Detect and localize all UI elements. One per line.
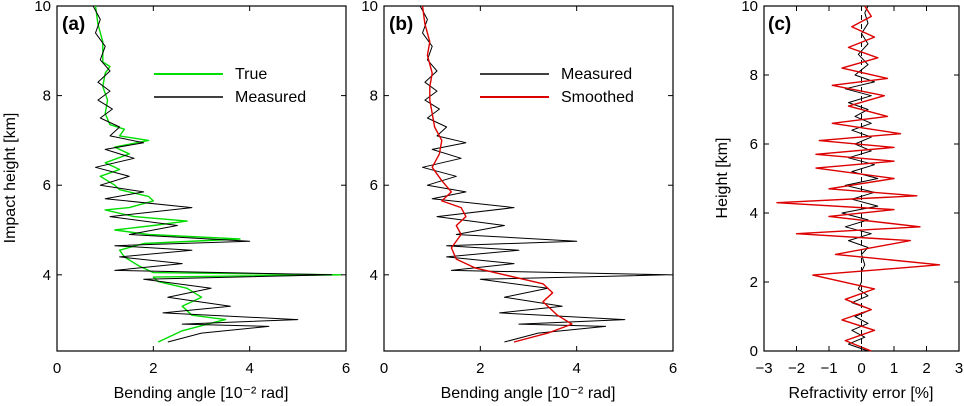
y-tick-label: 0 [750,343,758,360]
series-line-true [94,5,342,343]
x-tick-label: 4 [572,360,580,377]
legend-label-true: True [235,66,267,83]
y-tick-label: 4 [750,205,758,222]
axis-ticks: −3 −2 −1 0 1 2 3 0 2 4 6 8 10 [741,0,963,377]
panel-c: −3 −2 −1 0 1 2 3 0 2 4 6 8 10 (c) Refractivity error… [714,0,963,402]
panel-a: 0 2 4 6 4 6 8 10 (a) Bending angle [10⁻² rad] I… [2,0,350,402]
series-line-measured [419,5,669,343]
y-tick-label: 8 [750,67,758,84]
x-tick-label: 1 [890,360,898,377]
x-tick-label: 2 [922,360,930,377]
panel-label: (a) [62,14,85,35]
legend: Measured Smoothed [480,66,634,106]
axis-ticks: 0 2 4 6 4 6 8 10 [34,0,350,377]
x-axis-label: Bending angle [10⁻² rad] [441,385,616,402]
x-tick-label: −2 [788,360,805,377]
y-tick-label: 6 [43,177,51,194]
y-tick-label: 4 [370,267,378,284]
legend-label-measured: Measured [561,66,632,83]
y-axis-label: Height [km] [714,138,731,219]
x-tick-label: 2 [476,360,484,377]
x-tick-label: 0 [857,360,865,377]
x-tick-label: 3 [955,360,963,377]
panel-label: (b) [389,14,413,35]
panel-b: 0 2 4 6 4 6 8 10 (b) Bending angle [10⁻² rad] M… [361,0,677,402]
series-layer [92,5,342,343]
plot-frame [56,5,347,352]
legend-label-measured: Measured [235,89,306,106]
x-tick-label: −3 [755,360,772,377]
series-line-black [841,5,879,352]
x-tick-label: 6 [669,360,677,377]
x-tick-label: 0 [53,360,61,377]
y-axis-label: Impact height [km] [2,113,19,244]
y-tick-label: 10 [34,0,51,15]
series-line-measured [92,5,333,343]
y-tick-label: 6 [370,177,378,194]
x-tick-label: 2 [149,360,157,377]
plot-frame [383,5,674,352]
legend: True Measured [154,66,306,106]
panel-label: (c) [768,14,791,35]
series-layer [419,5,669,343]
y-tick-label: 6 [750,136,758,153]
y-tick-label: 8 [370,88,378,105]
y-tick-label: 10 [361,0,378,15]
series-line-red [776,5,941,352]
y-tick-label: 4 [43,267,51,284]
axis-ticks: 0 2 4 6 4 6 8 10 [361,0,677,377]
series-layer [776,5,941,352]
legend-label-smoothed: Smoothed [561,89,634,106]
x-tick-label: 0 [380,360,388,377]
y-tick-label: 2 [750,274,758,291]
x-tick-label: −1 [820,360,837,377]
y-tick-label: 10 [741,0,758,15]
series-line-smoothed [421,5,573,343]
y-tick-label: 8 [43,88,51,105]
x-axis-label: Bending angle [10⁻² rad] [114,385,289,402]
x-axis-label: Refractivity error [%] [789,385,934,402]
x-tick-label: 4 [245,360,253,377]
x-tick-label: 6 [342,360,350,377]
